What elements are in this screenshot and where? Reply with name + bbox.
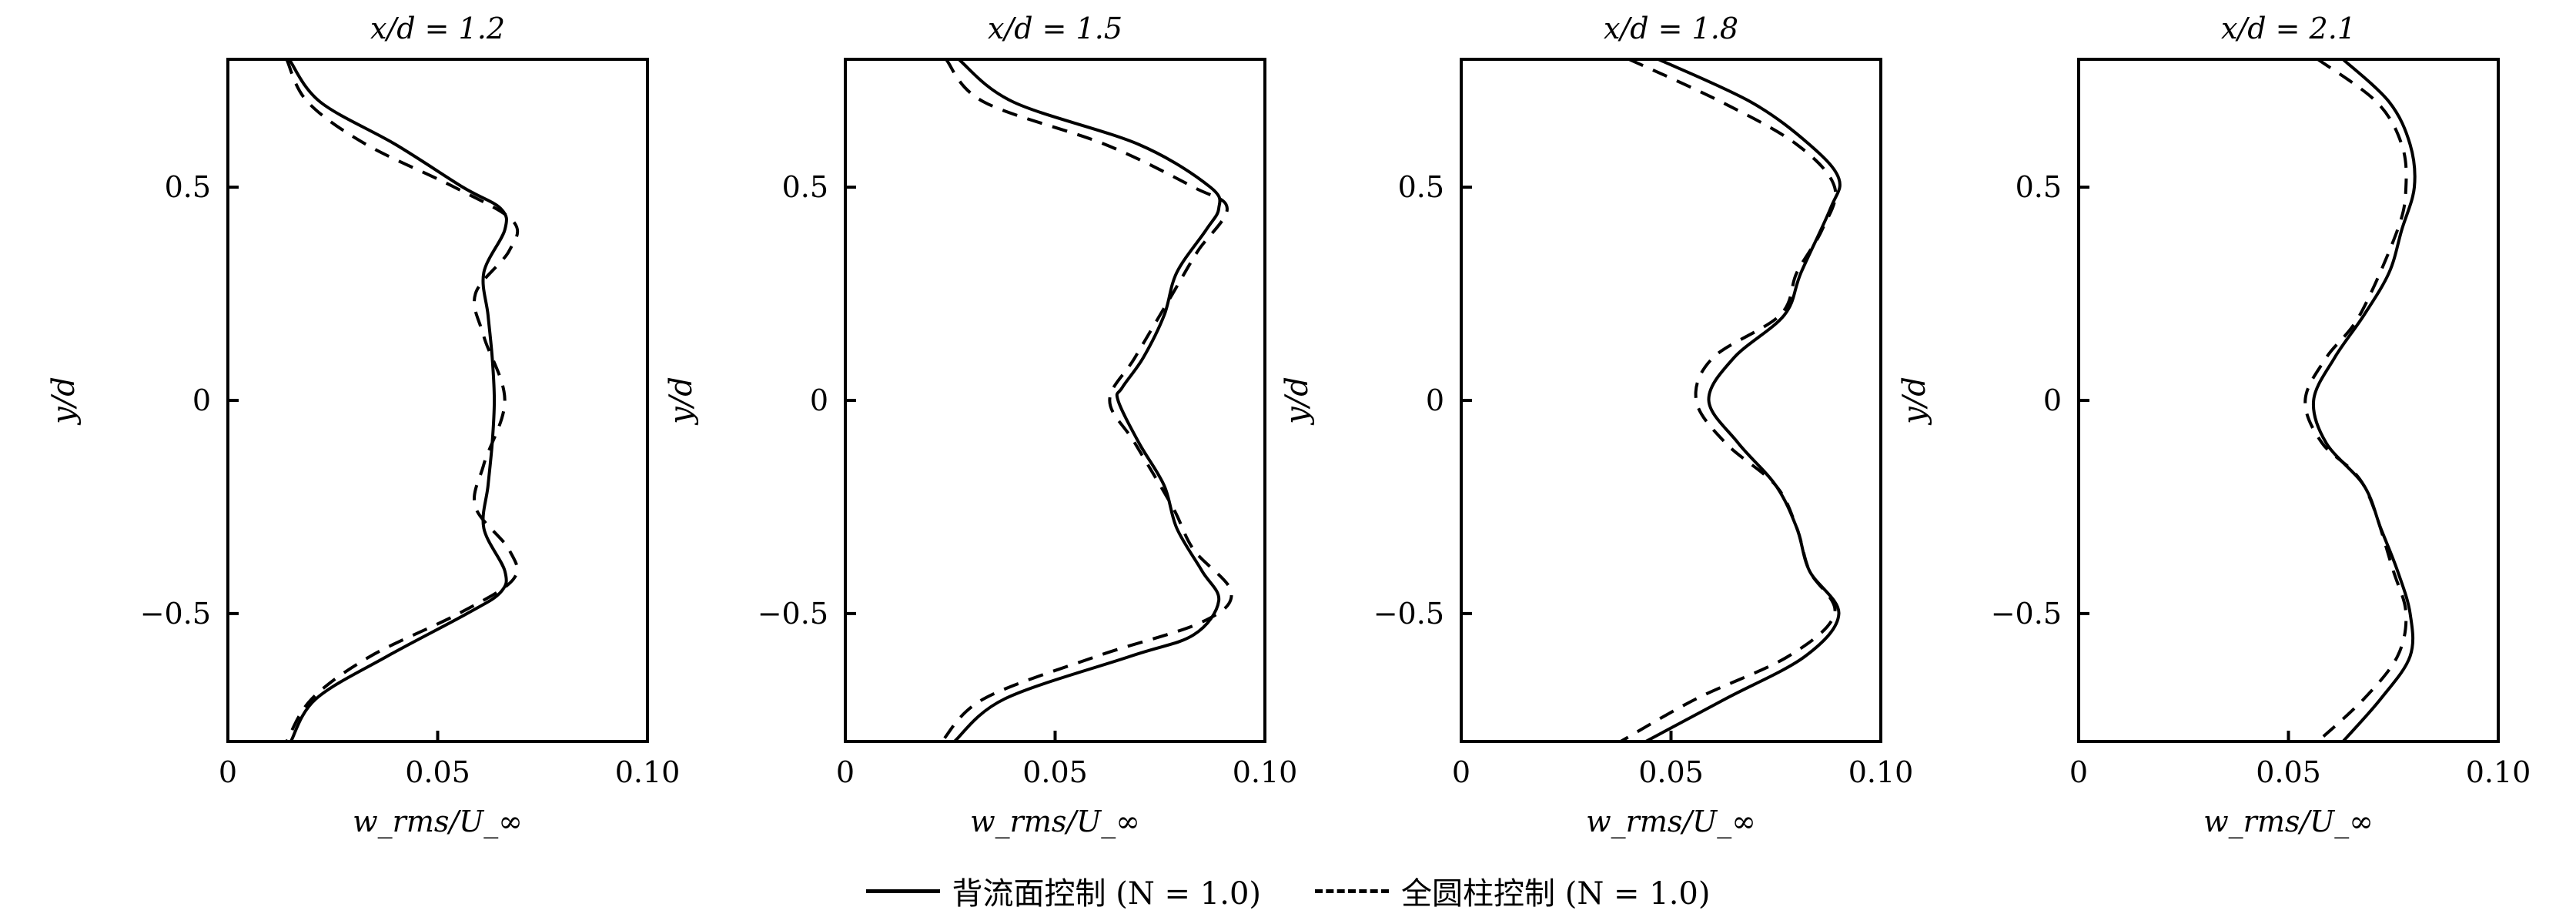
series-solid-line xyxy=(953,59,1222,741)
y-axis-label: y/d xyxy=(46,377,82,426)
y-tick-label: −0.5 xyxy=(140,597,211,631)
x-tick-label: 0.10 xyxy=(1233,755,1298,789)
subplot-title: x/d = 1.2 xyxy=(370,12,505,45)
x-tick-label: 0.05 xyxy=(1022,755,1088,789)
legend-solid-line-icon xyxy=(865,889,940,893)
y-tick-label: 0 xyxy=(810,383,828,417)
y-axis-label: y/d xyxy=(1897,377,1932,426)
y-tick-label: 0.5 xyxy=(1398,170,1444,204)
x-axis-label: w_rms/U_∞ xyxy=(353,805,523,839)
series-dashed-line xyxy=(2303,59,2408,741)
x-tick-label: 0 xyxy=(1452,755,1470,789)
series-solid-line xyxy=(1644,59,1842,741)
x-tick-label: 0.05 xyxy=(1638,755,1704,789)
y-tick-label: −0.5 xyxy=(1373,597,1444,631)
x-tick-label: 0 xyxy=(219,755,237,789)
x-axis-label: w_rms/U_∞ xyxy=(1586,805,1756,839)
x-tick-label: 0.10 xyxy=(615,755,681,789)
x-tick-label: 0.10 xyxy=(2466,755,2531,789)
x-tick-label: 0.05 xyxy=(405,755,470,789)
subplot-1: 0 0.05 0.10 0.5 0 −0.5 x/d = 1.2 w_rms/U_∞ y/d xyxy=(46,12,680,839)
y-axis-label: y/d xyxy=(664,377,699,426)
series-dashed-line xyxy=(285,59,520,741)
legend-item-dashed: 全圆柱控制 (N = 1.0) xyxy=(1315,868,1710,913)
subplot-title: x/d = 1.8 xyxy=(1604,12,1738,45)
x-tick-label: 0 xyxy=(836,755,855,789)
x-tick-label: 0.05 xyxy=(2256,755,2321,789)
y-tick-label: 0.5 xyxy=(782,170,828,204)
y-tick-label: 0 xyxy=(2043,383,2062,417)
series-dashed-line xyxy=(1620,59,1838,741)
series-solid-line xyxy=(287,59,508,741)
chart-figure: 0 0.05 0.100.50−0.5x/d = 1.2w_rms/U_∞y/d0 0… xyxy=(46,12,2531,839)
subplot-2: 0 0.05 0.10 0.5 0 −0.5 x/d = 1.5 w_rms/U_∞ y/d xyxy=(664,12,1297,839)
legend-label: 背流面控制 (N = 1.0) xyxy=(952,876,1261,912)
series-dashed-line xyxy=(940,59,1233,741)
y-tick-label: 0 xyxy=(192,383,211,417)
subplot-3: 0 0.05 0.10 0.5 0 −0.5 x/d = 1.8 w_rms/U_∞ y/d xyxy=(1280,12,1913,839)
y-tick-label: −0.5 xyxy=(1991,597,2062,631)
y-axis-label: y/d xyxy=(1280,377,1315,426)
subplot-title: x/d = 1.5 xyxy=(988,12,1122,45)
x-tick-label: 0.10 xyxy=(1848,755,1914,789)
series-solid-line xyxy=(2311,59,2417,741)
axes-frame xyxy=(2077,58,2500,743)
x-tick-label: 0 xyxy=(2069,755,2088,789)
y-tick-label: 0.5 xyxy=(165,170,211,204)
legend: 背流面控制 (N = 1.0) 全圆柱控制 (N = 1.0) xyxy=(0,868,2576,913)
y-tick-label: 0.5 xyxy=(2016,170,2062,204)
legend-dashed-line-icon xyxy=(1315,889,1389,893)
x-axis-label: w_rms/U_∞ xyxy=(2203,805,2374,839)
subplot-title: x/d = 2.1 xyxy=(2221,12,2356,45)
axes-frame xyxy=(226,58,649,743)
x-axis-label: w_rms/U_∞ xyxy=(970,805,1140,839)
legend-item-solid: 背流面控制 (N = 1.0) xyxy=(865,868,1261,913)
axes-frame xyxy=(844,58,1266,743)
y-tick-label: −0.5 xyxy=(758,597,828,631)
y-tick-label: 0 xyxy=(1426,383,1444,417)
legend-label: 全圆柱控制 (N = 1.0) xyxy=(1401,876,1711,912)
subplot-4: 0 0.05 0.10 0.5 0 −0.5 x/d = 2.1 w_rms/U_∞ y/d xyxy=(1897,12,2531,839)
